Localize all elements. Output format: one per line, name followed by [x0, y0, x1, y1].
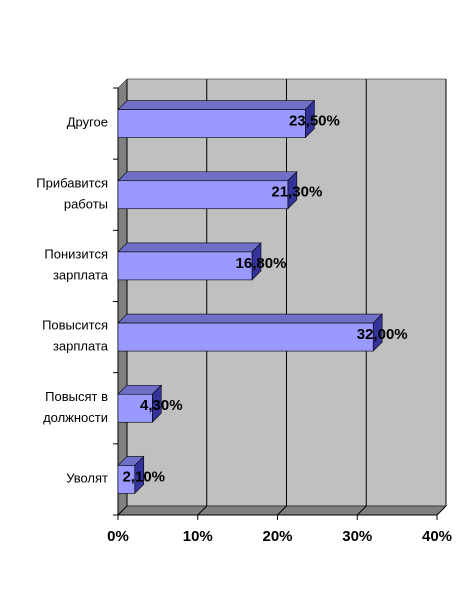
y-tick-label: Повысится зарплата [42, 318, 109, 354]
value-label: 16,80% [236, 255, 287, 272]
x-tick-label: 10% [183, 528, 213, 545]
value-label: 23,50% [289, 113, 340, 130]
value-label: 21,30% [271, 184, 322, 201]
x-tick-label: 30% [342, 528, 372, 545]
y-tick-label: Понизится зарплата [44, 247, 108, 283]
grid-line [277, 505, 287, 516]
value-label: 32,00% [357, 326, 408, 343]
x-tick-label: 20% [262, 528, 292, 545]
bar [117, 109, 306, 138]
bar [117, 465, 136, 494]
value-label: 4,30% [140, 397, 183, 414]
y-tick-label: Повысят в должности [43, 389, 108, 425]
bar [117, 393, 153, 423]
grid-line [436, 505, 447, 516]
side-wall [117, 78, 128, 516]
y-tick-label: Прибавится работы [36, 176, 108, 212]
bar [117, 251, 253, 281]
bar [117, 322, 374, 352]
bar-top [117, 171, 298, 182]
grid-line [117, 505, 128, 516]
y-tick-label: Другое [67, 115, 108, 130]
value-label: 2,10% [122, 468, 165, 485]
bar-top [117, 242, 262, 253]
y-tick-label: Уволят [66, 471, 108, 486]
bar [117, 180, 289, 210]
x-tick-label: 40% [422, 528, 452, 545]
grid-line [356, 505, 367, 516]
x-tick-label: 0% [107, 528, 129, 545]
bar-top [117, 100, 316, 110]
grid-line [197, 505, 208, 516]
bar-top [117, 313, 383, 324]
